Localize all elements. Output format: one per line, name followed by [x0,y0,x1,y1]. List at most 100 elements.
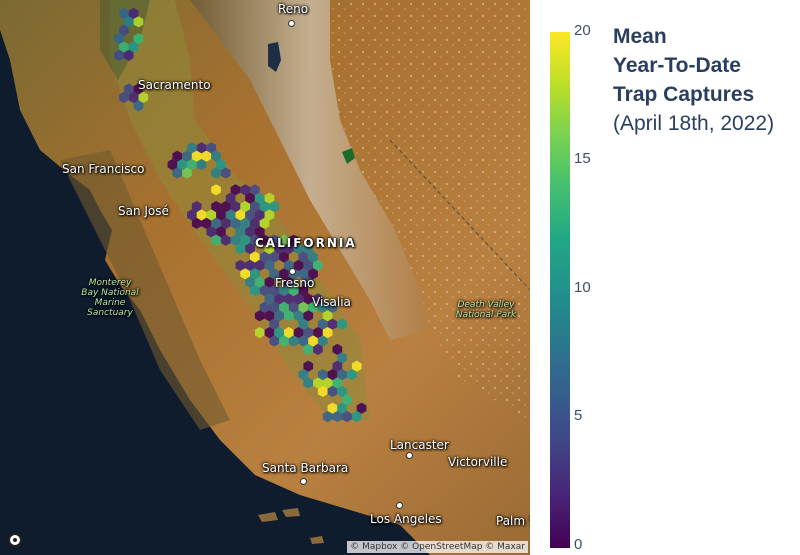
hex-cell-2[interactable] [123,16,134,28]
hex-cell-139[interactable] [303,310,314,322]
hex-cell-29[interactable] [216,159,226,171]
hex-cell-109[interactable] [245,276,255,288]
hex-cell-145[interactable] [337,318,347,330]
hex-cell-15[interactable] [138,91,149,103]
hex-cell-175[interactable] [332,377,343,389]
hex-cell-184[interactable] [332,411,343,423]
hex-cell-111[interactable] [264,276,275,288]
hex-cell-23[interactable] [201,150,212,162]
hex-cell-64[interactable] [240,217,250,229]
hex-cell-110[interactable] [254,276,265,288]
hex-cell-119[interactable] [298,285,309,297]
hex-cell-104[interactable] [269,268,280,280]
hex-cell-36[interactable] [240,184,250,196]
hex-cell-156[interactable] [288,335,299,347]
hex-cell-137[interactable] [284,310,294,322]
hex-cell-76[interactable] [250,234,260,246]
satellite-map[interactable]: Reno Sacramento San Francisco San José C… [0,0,530,555]
hex-cell-99[interactable] [293,259,304,271]
hex-cell-136[interactable] [274,310,284,322]
hex-cell-65[interactable] [250,217,260,229]
hex-cell-28[interactable] [196,159,207,171]
hex-cell-41[interactable] [264,192,275,204]
hex-cell-14[interactable] [128,91,139,103]
hex-cell-186[interactable] [351,411,362,423]
hex-cell-123[interactable] [293,293,304,305]
hex-cell-84[interactable] [274,243,284,255]
hex-cell-3[interactable] [133,16,144,28]
hex-cell-143[interactable] [317,318,328,330]
hex-cell-77[interactable] [259,234,270,246]
hex-cell-171[interactable] [347,369,357,381]
hex-cell-81[interactable] [235,243,246,255]
hex-cell-60[interactable] [201,217,212,229]
hex-cell-48[interactable] [259,201,270,213]
hex-cell-141[interactable] [269,318,280,330]
hex-cell-102[interactable] [240,268,250,280]
hex-cell-126[interactable] [259,301,270,313]
hex-cell-165[interactable] [332,360,343,372]
hex-cell-127[interactable] [269,301,280,313]
hex-cell-83[interactable] [264,243,275,255]
hex-cell-105[interactable] [279,268,289,280]
hex-cell-70[interactable] [245,226,255,238]
hex-cell-180[interactable] [327,402,338,414]
hex-cell-35[interactable] [230,184,241,196]
map-attribution[interactable]: © Mapbox © OpenStreetMap © Maxar [347,541,528,553]
hex-cell-55[interactable] [235,209,246,221]
hex-cell-19[interactable] [206,142,217,154]
hex-cell-34[interactable] [211,184,221,196]
hex-cell-133[interactable] [327,301,338,313]
hex-cell-68[interactable] [216,226,226,238]
hex-cell-147[interactable] [264,327,275,339]
hex-cell-173[interactable] [313,377,323,389]
hex-cell-157[interactable] [298,335,309,347]
hex-cell-177[interactable] [327,385,338,397]
hex-cell-51[interactable] [196,209,207,221]
hex-cell-91[interactable] [279,251,289,263]
hex-cell-58[interactable] [264,209,275,221]
hex-cell-79[interactable] [279,234,289,246]
hex-cell-130[interactable] [298,301,309,313]
hex-cell-114[interactable] [250,285,260,297]
hex-cell-73[interactable] [220,234,231,246]
hex-cell-75[interactable] [240,234,250,246]
hex-cell-7[interactable] [119,41,129,53]
hex-cell-134[interactable] [254,310,265,322]
hex-cell-118[interactable] [288,285,299,297]
hex-cell-43[interactable] [211,201,221,213]
hex-cell-86[interactable] [293,243,304,255]
hex-cell-97[interactable] [264,259,275,271]
hex-cell-54[interactable] [225,209,236,221]
hex-cell-159[interactable] [317,335,328,347]
hex-cell-72[interactable] [211,234,221,246]
hex-cell-89[interactable] [259,251,270,263]
hex-cell-12[interactable] [133,83,144,95]
hex-cell-69[interactable] [235,226,246,238]
hex-cell-40[interactable] [254,192,265,204]
hex-cell-4[interactable] [119,24,129,36]
hex-cell-66[interactable] [259,217,270,229]
hex-cell-21[interactable] [182,150,192,162]
hex-cell-11[interactable] [123,83,134,95]
hex-cell-185[interactable] [342,411,352,423]
hex-cell-154[interactable] [269,335,280,347]
hex-cell-20[interactable] [172,150,183,162]
hex-cell-166[interactable] [351,360,362,372]
hex-cell-181[interactable] [337,402,347,414]
hex-cell-5[interactable] [114,33,124,45]
hex-cell-93[interactable] [308,251,318,263]
hex-cell-160[interactable] [303,343,314,355]
hex-cell-95[interactable] [245,259,255,271]
hex-cell-183[interactable] [322,411,333,423]
hex-cell-67[interactable] [206,226,217,238]
hex-cell-128[interactable] [279,301,289,313]
hex-cell-38[interactable] [225,192,236,204]
hex-cell-122[interactable] [284,293,294,305]
hex-cell-61[interactable] [211,217,221,229]
hex-cell-153[interactable] [322,327,333,339]
hex-cell-117[interactable] [279,285,289,297]
hex-cell-140[interactable] [322,310,333,322]
hex-cell-53[interactable] [216,209,226,221]
hex-cell-50[interactable] [187,209,197,221]
